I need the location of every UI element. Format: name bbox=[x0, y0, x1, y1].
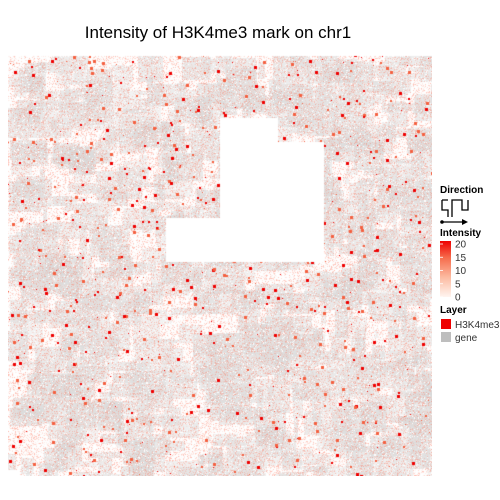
layer-swatch-gene bbox=[441, 332, 451, 342]
chart-title: Intensity of H3K4me3 mark on chr1 bbox=[85, 23, 351, 42]
layer-label-gene: gene bbox=[455, 333, 478, 344]
intensity-tick-label: 0 bbox=[455, 293, 461, 304]
direction-arrow-icon bbox=[462, 219, 468, 225]
intensity-legend-title: Intensity bbox=[440, 228, 482, 239]
layer-legend-title: Layer bbox=[440, 305, 467, 316]
intensity-tick-label: 10 bbox=[455, 266, 467, 277]
layer-label-h3k4me3: H3K4me3 bbox=[455, 320, 500, 331]
heatmap-cells bbox=[8, 52, 432, 476]
direction-glyph bbox=[440, 199, 469, 225]
direction-legend-title: Direction bbox=[440, 185, 483, 196]
plot-area bbox=[8, 52, 432, 476]
intensity-tick-label: 15 bbox=[455, 253, 467, 264]
intensity-tick-label: 5 bbox=[455, 279, 461, 290]
layer-swatch-h3k4me3 bbox=[441, 319, 451, 329]
intensity-colorbar bbox=[440, 241, 451, 297]
intensity-ticks: 20 15 10 5 0 bbox=[440, 240, 467, 304]
intensity-tick-label: 20 bbox=[455, 240, 467, 251]
direction-start-point bbox=[440, 220, 444, 224]
